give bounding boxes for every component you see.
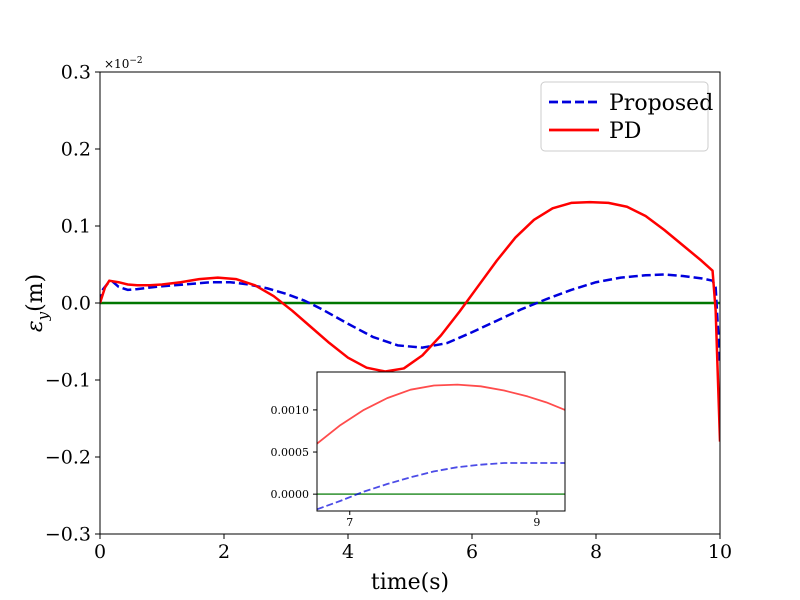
main-y-tick-label: −0.3 <box>45 524 91 546</box>
main-series-proposed <box>100 273 720 365</box>
inset-y-tick-label: 0.0005 <box>271 446 310 459</box>
inset-series-pd <box>317 383 565 445</box>
scale-factor-base: ×10 <box>104 57 129 71</box>
y-axis-label-unit: (m) <box>23 274 48 312</box>
legend-label-pd: PD <box>609 119 641 144</box>
x-axis-label: time(s) <box>371 570 449 595</box>
main-y-tick-label: 0.1 <box>61 216 91 238</box>
y-axis-scale-factor: ×10−2 <box>104 56 143 71</box>
main-x-ticks: 0 2 4 6 8 10 <box>94 534 732 563</box>
inset-series-proposed <box>317 462 565 511</box>
legend: Proposed PD <box>540 81 713 152</box>
main-y-tick-label: −0.1 <box>45 370 91 392</box>
scale-factor-exponent: −2 <box>129 56 142 66</box>
main-y-tick-label: 0.3 <box>61 62 91 84</box>
inset-series-group <box>317 383 565 511</box>
main-y-tick-label: 0.2 <box>61 139 91 161</box>
y-axis-label: εy(m) <box>23 274 52 332</box>
inset-y-tick-label: 0.0010 <box>271 404 310 417</box>
main-x-tick-label: 0 <box>94 541 106 563</box>
inset-x-tick-label: 7 <box>346 516 353 529</box>
inset-x-tick-label: 9 <box>533 516 540 529</box>
y-axis-label-symbol: ε <box>23 320 48 332</box>
y-axis-label-subscript: y <box>34 311 52 321</box>
main-y-tick-label: −0.2 <box>45 447 91 469</box>
main-y-ticks: −0.3 −0.2 −0.1 0.0 0.1 0.2 0.3 <box>45 62 100 546</box>
main-x-tick-label: 10 <box>708 541 732 563</box>
main-x-tick-label: 6 <box>466 541 478 563</box>
legend-label-proposed: Proposed <box>609 91 713 116</box>
inset-y-ticks: 0.0000 0.0005 0.0010 <box>271 404 317 501</box>
main-x-tick-label: 8 <box>590 541 602 563</box>
inset-y-tick-label: 0.0000 <box>271 488 310 501</box>
main-x-tick-label: 2 <box>218 541 230 563</box>
inset-plot-frame <box>316 371 566 512</box>
inset-background <box>317 372 565 511</box>
legend-frame <box>540 81 709 152</box>
main-x-tick-label: 4 <box>342 541 354 563</box>
main-y-tick-label: 0.0 <box>61 293 91 315</box>
